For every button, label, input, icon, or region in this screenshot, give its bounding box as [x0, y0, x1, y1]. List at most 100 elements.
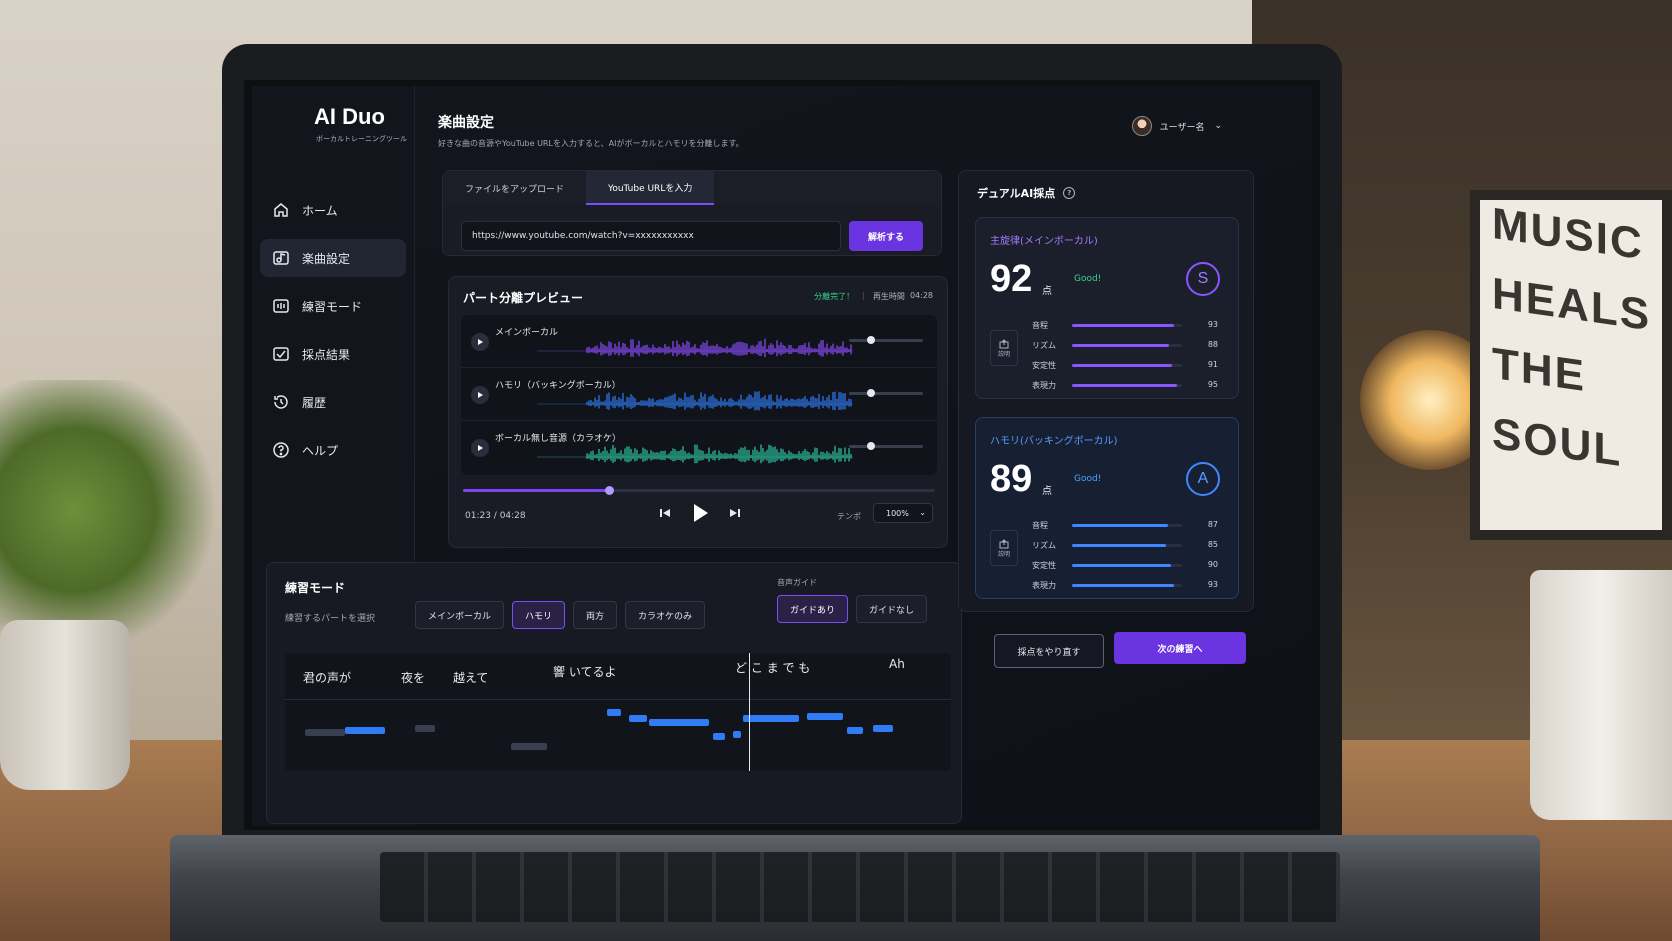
play-icon — [478, 392, 483, 398]
transport-controls — [649, 503, 751, 523]
pitch-note — [733, 731, 741, 738]
play-track-button[interactable] — [471, 439, 489, 457]
sidebar-item-history[interactable]: 履歴 — [260, 383, 406, 421]
metric-bar-fill — [1072, 584, 1175, 587]
scoring-title-text: デュアルAI採点 — [977, 187, 1056, 200]
sidebar-item-music-settings[interactable]: 楽曲設定 — [260, 239, 406, 277]
score-check-icon — [272, 345, 290, 363]
track-karaoke: ボーカル無し音源（カラオケ） — [461, 421, 937, 473]
explain-button[interactable]: 説明 — [990, 330, 1018, 366]
metric-value: 93 — [1207, 320, 1218, 329]
volume-knob[interactable] — [867, 336, 876, 344]
tempo-select[interactable]: 100% ⌄ — [873, 503, 933, 523]
brand[interactable]: AI Duo ボーカルトレーニングツール — [266, 104, 416, 154]
pitch-note — [847, 727, 863, 734]
preview-status: 分離完了！ | 再生時間 04:28 — [814, 291, 933, 302]
voice-guide-label: 音声ガイド — [777, 578, 817, 587]
sidebar-item-practice[interactable]: 練習モード — [260, 287, 406, 325]
lyric-word: Ah — [889, 657, 905, 671]
metric-row: 音程 93 — [1032, 316, 1222, 336]
play-track-button[interactable] — [471, 333, 489, 351]
waveform-main — [537, 338, 853, 358]
voice-guide-selector: ガイドあり ガイドなし — [777, 595, 935, 623]
lyric-divider — [285, 699, 951, 700]
practice-icon — [272, 297, 290, 315]
practice-title: 練習モード — [285, 581, 346, 595]
sign-line-3: THE SOUL — [1492, 338, 1623, 477]
metric-value: 85 — [1207, 540, 1218, 549]
skip-forward-icon[interactable] — [729, 507, 741, 519]
volume-slider[interactable] — [849, 442, 923, 450]
part-harmony-button[interactable]: ハモリ — [512, 601, 566, 629]
score-value: 89 — [990, 458, 1033, 500]
track-name: ボーカル無し音源（カラオケ） — [495, 434, 622, 444]
avatar — [1131, 116, 1152, 136]
info-icon[interactable]: ? — [1063, 187, 1076, 199]
guide-off-button[interactable]: ガイドなし — [856, 595, 928, 623]
metric-label: リズム — [1032, 341, 1056, 350]
youtube-url-input[interactable]: https://www.youtube.com/watch?v=xxxxxxxx… — [461, 221, 841, 251]
lyric-word: 響 いてるよ — [553, 665, 617, 679]
preview-title: パート分離プレビュー — [463, 291, 584, 305]
progress-knob[interactable] — [605, 486, 615, 495]
pitch-note — [807, 713, 843, 720]
timeline-playhead[interactable] — [749, 653, 750, 771]
retry-scoring-button[interactable]: 採点をやり直す — [994, 634, 1104, 668]
metric-bar — [1072, 364, 1182, 367]
part-karaoke-button[interactable]: カラオケのみ — [625, 601, 706, 629]
share-icon — [999, 538, 1009, 548]
guide-on-button[interactable]: ガイドあり — [777, 595, 849, 623]
brand-subtitle: ボーカルトレーニングツール — [316, 135, 407, 143]
metric-row: 表現力 93 — [1032, 576, 1222, 596]
explain-label: 説明 — [997, 550, 1010, 558]
sidebar-item-label: 練習モード — [302, 299, 363, 314]
metric-value: 95 — [1207, 380, 1218, 389]
sidebar-item-help[interactable]: ヘルプ — [260, 431, 406, 469]
pitch-lyric-timeline[interactable]: 君の声が 夜を 越えて 響 いてるよ ど こ ま で も Ah — [285, 653, 951, 771]
tab-youtube-url[interactable]: YouTube URLを入力 — [586, 171, 715, 205]
metric-bar — [1072, 384, 1182, 387]
lyric-word: 夜を — [401, 671, 426, 685]
url-row: https://www.youtube.com/watch?v=xxxxxxxx… — [461, 221, 923, 251]
sidebar-item-label: ヘルプ — [302, 443, 339, 458]
metric-bar-fill — [1072, 344, 1169, 347]
chevron-down-icon: ⌄ — [1214, 121, 1222, 131]
sidebar-item-label: ホーム — [302, 203, 338, 218]
metric-value: 88 — [1207, 340, 1218, 349]
practice-mode-panel: 練習モード 練習するパートを選択 メインボーカル ハモリ 両方 カラオケのみ 音… — [266, 562, 962, 824]
page-description: 好きな曲の音源やYouTube URLを入力すると、AIがボーカルとハモリを分離… — [438, 139, 744, 148]
tab-upload-file[interactable]: ファイルをアップロード — [465, 184, 565, 195]
metric-label: リズム — [1032, 541, 1056, 550]
score-unit: 点 — [1042, 486, 1052, 497]
metric-bar-fill — [1072, 364, 1173, 367]
skip-back-icon[interactable] — [659, 507, 671, 519]
analyze-button[interactable]: 解析する — [849, 221, 923, 251]
explain-button[interactable]: 説明 — [990, 530, 1018, 566]
sidebar-item-score-results[interactable]: 採点結果 — [260, 335, 406, 373]
metric-row: 安定性 90 — [1032, 556, 1222, 576]
part-both-button[interactable]: 両方 — [573, 601, 618, 629]
volume-knob[interactable] — [867, 389, 876, 397]
playback-progress[interactable] — [463, 486, 935, 495]
volume-slider[interactable] — [849, 389, 923, 397]
volume-slider[interactable] — [849, 336, 923, 344]
metric-label: 表現力 — [1032, 381, 1056, 390]
next-practice-button[interactable]: 次の練習へ — [1114, 632, 1246, 664]
part-main-vocal-button[interactable]: メインボーカル — [415, 601, 505, 629]
source-tabs: ファイルをアップロード YouTube URLを入力 — [443, 171, 941, 205]
metric-row: 安定性 91 — [1032, 356, 1222, 376]
part-selector: メインボーカル ハモリ 両方 カラオケのみ — [415, 601, 713, 629]
plant-leaves — [0, 380, 230, 640]
play-track-button[interactable] — [471, 386, 489, 404]
pitch-note — [649, 719, 709, 726]
metric-bar-fill — [1072, 524, 1168, 527]
tempo-label: テンポ — [837, 512, 861, 521]
lyric-word: ど こ ま で も — [735, 661, 811, 675]
user-menu[interactable]: ユーザー名 ⌄ — [1131, 116, 1222, 136]
metric-value: 91 — [1207, 360, 1218, 369]
play-icon[interactable] — [691, 503, 709, 523]
volume-knob[interactable] — [867, 442, 876, 450]
sidebar-item-home[interactable]: ホーム — [260, 191, 406, 229]
wall-sign: MUSIC HEALS THE SOUL — [1470, 190, 1672, 540]
metric-bar-fill — [1072, 544, 1166, 547]
